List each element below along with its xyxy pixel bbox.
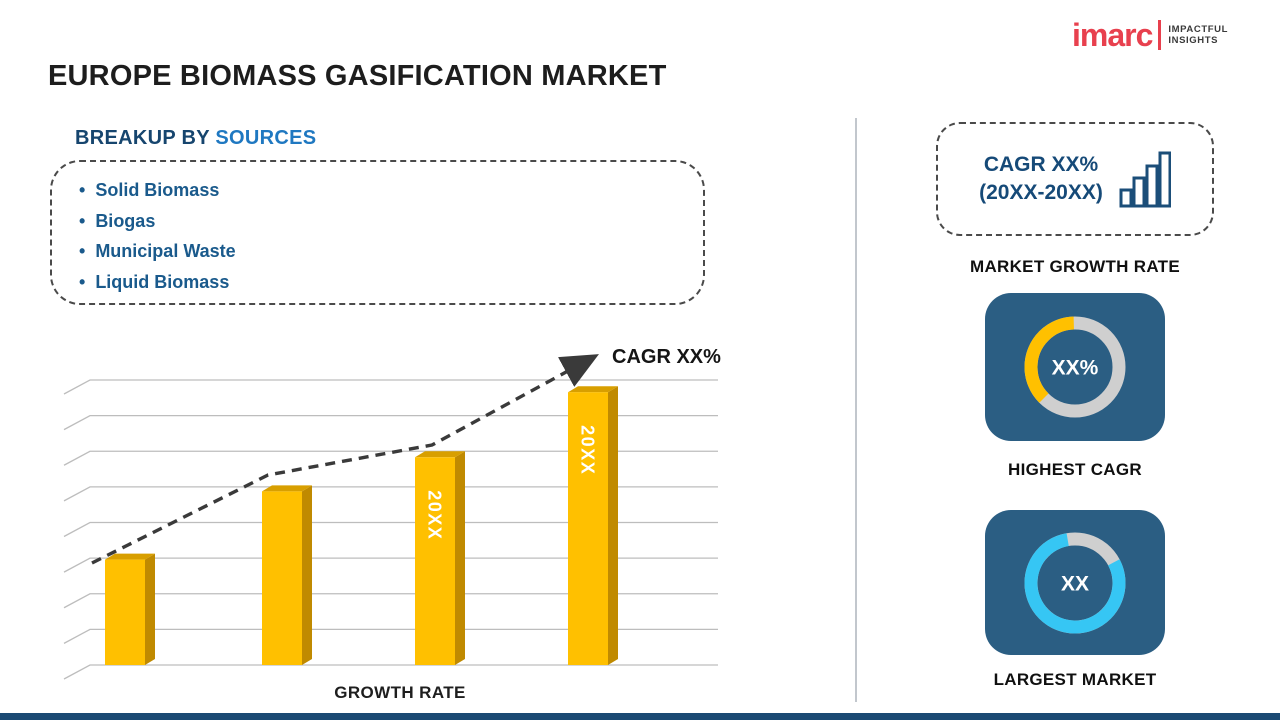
section-divider <box>855 118 857 702</box>
bullet-icon: • <box>79 210 86 231</box>
gridline <box>63 628 718 644</box>
cagr-line2: (20XX-20XX) <box>979 181 1103 204</box>
bullet-icon: • <box>79 180 86 200</box>
list-item-label: Biogas <box>95 210 156 231</box>
gridline <box>63 486 718 502</box>
gridline <box>63 521 718 538</box>
largest-market-label: LARGEST MARKET <box>993 670 1157 689</box>
donut-center-value: XX% <box>1052 356 1099 379</box>
market-growth-rate-label: MARKET GROWTH RATE <box>969 257 1180 276</box>
list-item: • Biogas <box>79 206 683 237</box>
donut-arc <box>1024 532 1126 633</box>
list-item-label: Municipal Waste <box>95 241 236 261</box>
cagr-summary-box: CAGR XX% (20XX-20XX) <box>936 122 1214 236</box>
bar-label: 20XX <box>578 425 598 475</box>
gridline <box>63 450 718 466</box>
largest-market-donut: XX <box>1024 532 1126 633</box>
sources-list-box: • Solid Biomass • Biogas • Municipal Waste … <box>50 160 705 305</box>
footer-bar <box>0 713 1280 720</box>
gridline <box>63 379 718 395</box>
list-item: • Liquid Biomass <box>79 267 683 298</box>
bullet-icon: • <box>79 241 86 261</box>
gridline <box>63 414 718 431</box>
growth-bars-icon <box>1119 151 1171 208</box>
donut-center-value: XX <box>1061 572 1089 595</box>
bar-3d: 20XX <box>568 386 618 665</box>
sources-list: • Solid Biomass • Biogas • Municipal Waste … <box>79 175 683 297</box>
logo-tagline: IMPACTFUL INSIGHTS <box>1168 24 1228 47</box>
cagr-line1: CAGR XX% <box>983 153 1099 176</box>
chart-x-axis-label: GROWTH RATE <box>334 683 466 702</box>
largest-market-card: XX <box>985 510 1165 655</box>
gridline <box>63 593 718 609</box>
trend-arrow <box>91 354 599 565</box>
list-item: • Solid Biomass <box>79 175 683 206</box>
cagr-summary-text: CAGR XX% (20XX-20XX) <box>979 151 1103 207</box>
imarc-logo: imarc IMPACTFUL INSIGHTS <box>1072 17 1228 53</box>
bar-3d: 20XX <box>415 451 465 665</box>
highest-cagr-card: XX% <box>985 293 1165 441</box>
growth-bar-chart: 20XX 20XX CAGR XX% <box>63 346 721 680</box>
highest-cagr-label: HIGHEST CAGR <box>1008 460 1142 479</box>
logo-brand-text: imarc <box>1072 17 1153 53</box>
breakup-heading-prefix: BREAKUP BY <box>75 127 210 149</box>
logo-tagline-line2: INSIGHTS <box>1168 35 1219 46</box>
growth-chart-area: 20XX 20XX CAGR XX% <box>50 335 750 683</box>
logo-divider-bar <box>1158 20 1162 50</box>
highest-cagr-donut: XX% <box>1024 316 1126 418</box>
breakup-heading: BREAKUP BY SOURCES <box>75 127 316 150</box>
bar-3d <box>262 485 312 665</box>
bar-3d <box>105 553 155 665</box>
logo-tagline-line1: IMPACTFUL <box>1168 23 1228 35</box>
bullet-icon: • <box>79 271 86 292</box>
gridline <box>63 557 718 573</box>
list-item-label: Liquid Biomass <box>95 271 230 292</box>
bar-label: 20XX <box>425 490 445 540</box>
breakup-heading-highlight: SOURCES <box>215 127 317 149</box>
trend-label: CAGR XX% <box>612 346 721 368</box>
page-title: EUROPE BIOMASS GASIFICATION MARKET <box>48 60 667 92</box>
list-item-label: Solid Biomass <box>95 180 220 200</box>
gridline <box>63 664 718 680</box>
list-item: • Municipal Waste <box>79 236 683 267</box>
